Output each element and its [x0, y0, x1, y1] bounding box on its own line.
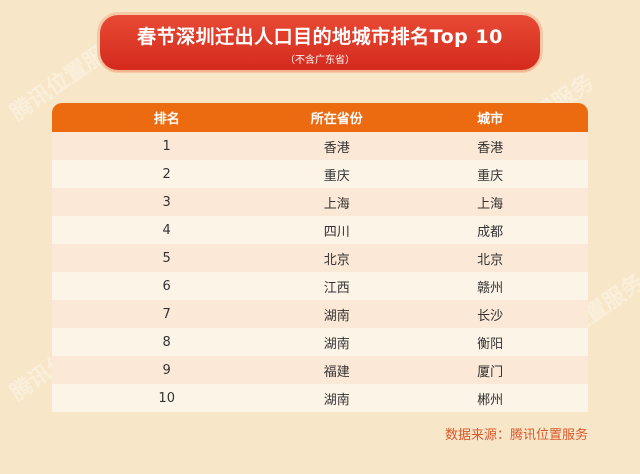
table-row: 3 上海 上海	[52, 188, 588, 216]
rank-cell: 1	[162, 138, 171, 154]
city-cell: 香港	[477, 140, 504, 156]
header-rank: 排名	[52, 103, 282, 132]
city-cell: 上海	[477, 196, 504, 212]
table-header-row: 排名 所在省份 城市	[52, 103, 588, 132]
table-row: 2 重庆 重庆	[52, 160, 588, 188]
city-cell: 郴州	[477, 392, 504, 408]
city-cell: 重庆	[477, 168, 504, 184]
rank-cell: 10	[158, 390, 175, 406]
table-row: 10 湖南 郴州	[52, 384, 588, 412]
rank-cell: 2	[162, 166, 171, 182]
province-cell: 江西	[323, 280, 350, 296]
province-cell: 福建	[323, 364, 350, 380]
city-cell: 长沙	[477, 308, 504, 324]
province-cell: 湖南	[323, 392, 350, 408]
table-row: 9 福建 厦门	[52, 356, 588, 384]
table-row: 1 香港 香港	[52, 132, 588, 160]
table-row: 5 北京 北京	[52, 244, 588, 272]
data-source: 数据来源：腾讯位置服务	[444, 428, 588, 443]
city-cell: 成都	[477, 224, 504, 240]
page-subtitle: （不含广东省）	[285, 55, 355, 66]
header-city: 城市	[392, 103, 588, 132]
province-cell: 上海	[323, 196, 350, 212]
city-cell: 衡阳	[477, 336, 504, 352]
province-cell: 北京	[323, 252, 350, 268]
header-province: 所在省份	[281, 103, 393, 132]
city-cell: 赣州	[477, 280, 504, 296]
title-banner: 春节深圳迁出人口目的地城市排名Top 10 （不含广东省）	[100, 15, 540, 70]
province-cell: 湖南	[323, 308, 350, 324]
table-row: 4 四川 成都	[52, 216, 588, 244]
province-cell: 重庆	[323, 168, 350, 184]
table-row: 8 湖南 衡阳	[52, 328, 588, 356]
city-cell: 北京	[477, 252, 504, 268]
rank-cell: 7	[162, 306, 171, 322]
province-cell: 四川	[323, 224, 350, 240]
rank-cell: 3	[162, 194, 171, 210]
province-cell: 香港	[323, 140, 350, 156]
province-cell: 湖南	[323, 336, 350, 352]
rank-cell: 8	[162, 334, 171, 350]
rank-cell: 5	[162, 250, 171, 266]
ranking-table: 排名 所在省份 城市 1 香港 香港 2 重庆 重庆 3 上海 上海 4 四川 成都 5 北京 北京 6 江西 赣…	[52, 103, 588, 412]
rank-cell: 6	[162, 278, 171, 294]
city-cell: 厦门	[477, 364, 504, 380]
rank-cell: 9	[162, 362, 171, 378]
page-title: 春节深圳迁出人口目的地城市排名Top 10	[137, 26, 503, 48]
rank-cell: 4	[162, 222, 171, 238]
table-row: 6 江西 赣州	[52, 272, 588, 300]
table-row: 7 湖南 长沙	[52, 300, 588, 328]
